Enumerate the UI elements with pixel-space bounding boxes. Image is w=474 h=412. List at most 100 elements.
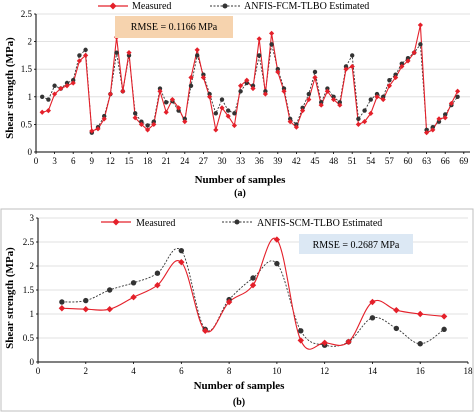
x-tick-label: 54 [366, 156, 376, 166]
point-measured [349, 63, 355, 70]
x-tick-label: 8 [227, 366, 232, 376]
point-estimated [369, 315, 376, 321]
x-tick-label: 51 [348, 156, 357, 166]
point-estimated [343, 64, 349, 69]
x-tick-label: 42 [292, 156, 301, 166]
point-measured [297, 337, 304, 344]
point-measured [269, 30, 275, 36]
y-tick-label: 2 [30, 261, 35, 271]
point-estimated [306, 91, 311, 97]
point-estimated [274, 260, 280, 267]
series-line-measured [61, 237, 445, 350]
point-estimated [188, 83, 194, 88]
x-tick-label: 12 [320, 366, 329, 376]
point-measured [312, 74, 318, 81]
point-measured [145, 127, 151, 133]
point-measured [393, 74, 399, 81]
point-measured [95, 126, 101, 132]
series-line-measured [42, 24, 459, 134]
chart-b-legend: Measured ANFIS-SCM-TLBO Estimated [101, 218, 382, 229]
point-measured [207, 94, 213, 100]
point-estimated [337, 100, 342, 105]
point-estimated [106, 287, 113, 293]
point-estimated [201, 72, 206, 77]
point-measured [442, 115, 448, 121]
x-tick-label: 0 [36, 366, 41, 376]
legend-b-measured-marker [112, 218, 120, 226]
point-estimated [319, 100, 324, 105]
x-tick-label: 45 [311, 156, 321, 166]
point-estimated [207, 91, 212, 97]
y-tick-label: 2 [28, 37, 33, 47]
point-measured [368, 110, 374, 116]
point-estimated [393, 325, 400, 332]
chart-a-gridlines [36, 13, 470, 125]
point-estimated [281, 86, 287, 91]
chart-a-series [39, 22, 461, 136]
point-measured [225, 298, 233, 306]
point-estimated [436, 119, 442, 124]
point-measured [231, 122, 237, 129]
y-tick-label: 1.5 [21, 64, 33, 74]
y-tick-label: 2.5 [23, 237, 35, 247]
point-measured [176, 105, 182, 111]
point-estimated [393, 72, 398, 77]
point-estimated [374, 91, 380, 97]
point-estimated [83, 297, 89, 304]
chart-b-ylabel: Shear strength (MPa) [4, 247, 16, 349]
point-estimated [232, 111, 237, 116]
point-measured [89, 128, 95, 134]
point-measured [82, 306, 89, 313]
point-measured [120, 88, 126, 94]
point-estimated [325, 86, 330, 91]
point-estimated [298, 328, 304, 334]
point-estimated [430, 124, 435, 130]
point-estimated [350, 53, 355, 58]
x-tick-label: 18 [464, 366, 474, 376]
x-tick-label: 39 [273, 156, 283, 166]
point-measured [64, 83, 70, 89]
point-measured [157, 88, 163, 94]
point-measured [393, 306, 400, 314]
point-measured [200, 74, 206, 81]
point-measured [293, 124, 299, 130]
y-tick-label: 0.5 [21, 119, 33, 129]
point-estimated [64, 80, 70, 86]
x-tick-label: 4 [131, 366, 136, 376]
point-estimated [151, 119, 156, 124]
point-measured [58, 305, 66, 312]
x-tick-label: 15 [125, 156, 135, 166]
point-estimated [331, 94, 336, 100]
x-tick-label: 27 [199, 156, 209, 166]
point-estimated [244, 80, 249, 86]
legend-b-estimated-label: ANFIS-SCM-TLBO Estimated [257, 218, 382, 229]
y-tick-label: 3 [30, 213, 35, 223]
point-estimated [250, 83, 256, 88]
point-estimated [102, 113, 107, 119]
point-estimated [195, 53, 200, 58]
y-tick-label: 1.5 [23, 285, 35, 295]
point-measured [430, 127, 436, 133]
chart-b-series [58, 236, 448, 350]
point-estimated [40, 94, 45, 100]
x-tick-label: 2 [84, 366, 89, 376]
chart-a-xlabel: Number of samples [195, 174, 287, 186]
point-measured [70, 80, 76, 86]
legend-a-estimated-label: ANFIS-FCM-TLBO Estimated [244, 1, 369, 12]
chart-b-y-ticks: 0 0.5 1 1.5 2 2.5 3 [23, 213, 38, 367]
point-estimated [368, 97, 373, 102]
point-estimated [126, 53, 132, 58]
x-tick-label: 66 [441, 156, 451, 166]
chart-panel-b: 0 0.5 1 1.5 2 2.5 3 0 2 4 6 8 10 12 14 16 18 Shear stre… [0, 208, 474, 412]
chart-a-rmse-box [115, 16, 233, 38]
point-estimated [312, 69, 318, 75]
point-measured [417, 310, 424, 318]
point-estimated [399, 61, 404, 66]
point-measured [126, 50, 132, 56]
point-estimated [77, 53, 82, 58]
point-estimated [294, 122, 299, 127]
point-measured [318, 102, 324, 108]
x-tick-label: 60 [404, 156, 414, 166]
point-measured [132, 115, 138, 121]
point-estimated [443, 112, 448, 117]
